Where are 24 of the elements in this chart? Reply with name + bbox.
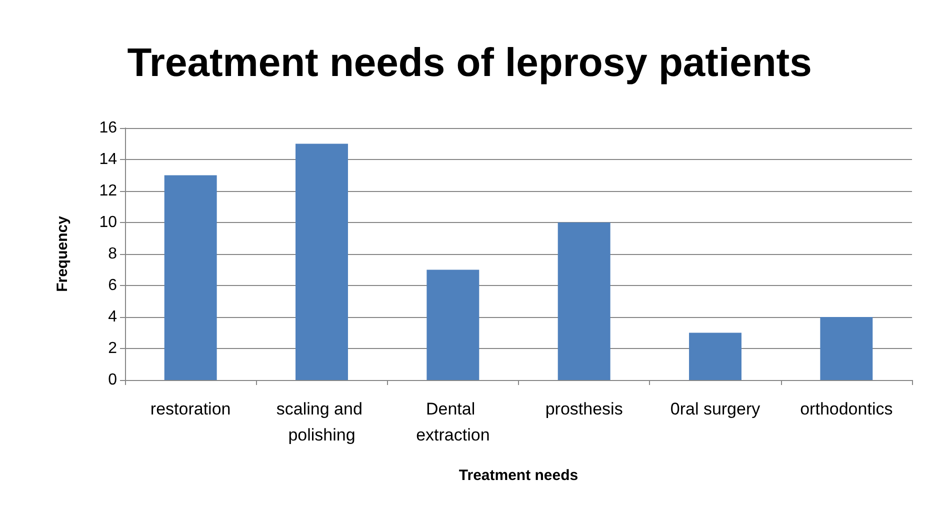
y-tick-label: 8 [108, 246, 118, 262]
x-tick-label: orthodontics [800, 400, 893, 418]
bar [296, 144, 348, 380]
x-tick-label: Dental extraction [416, 400, 490, 444]
bar [558, 222, 610, 380]
bar [164, 175, 217, 380]
y-tick-label: 12 [99, 182, 118, 200]
y-tick-label: 14 [99, 151, 118, 168]
bar [689, 332, 742, 380]
y-tick-label: 16 [99, 120, 118, 136]
chart-title: Treatment needs of leprosy patients [127, 41, 812, 85]
y-tick-label: 2 [108, 340, 118, 357]
x-tick-label: prosthesis [545, 400, 623, 418]
x-tick-label: 0ral surgery [670, 400, 761, 418]
y-tick-label: 0 [108, 372, 118, 388]
y-tick-label: 4 [108, 308, 118, 326]
y-tick-label: 10 [99, 214, 118, 231]
bar [426, 270, 480, 380]
x-tick-label: scaling and polishing [276, 400, 368, 444]
y-tick-label: 6 [108, 277, 118, 294]
y-axis-title: Frequency [54, 215, 71, 292]
x-axis-title: Treatment needs [458, 467, 578, 484]
x-tick-label: restoration [150, 400, 231, 418]
bar [820, 317, 873, 380]
